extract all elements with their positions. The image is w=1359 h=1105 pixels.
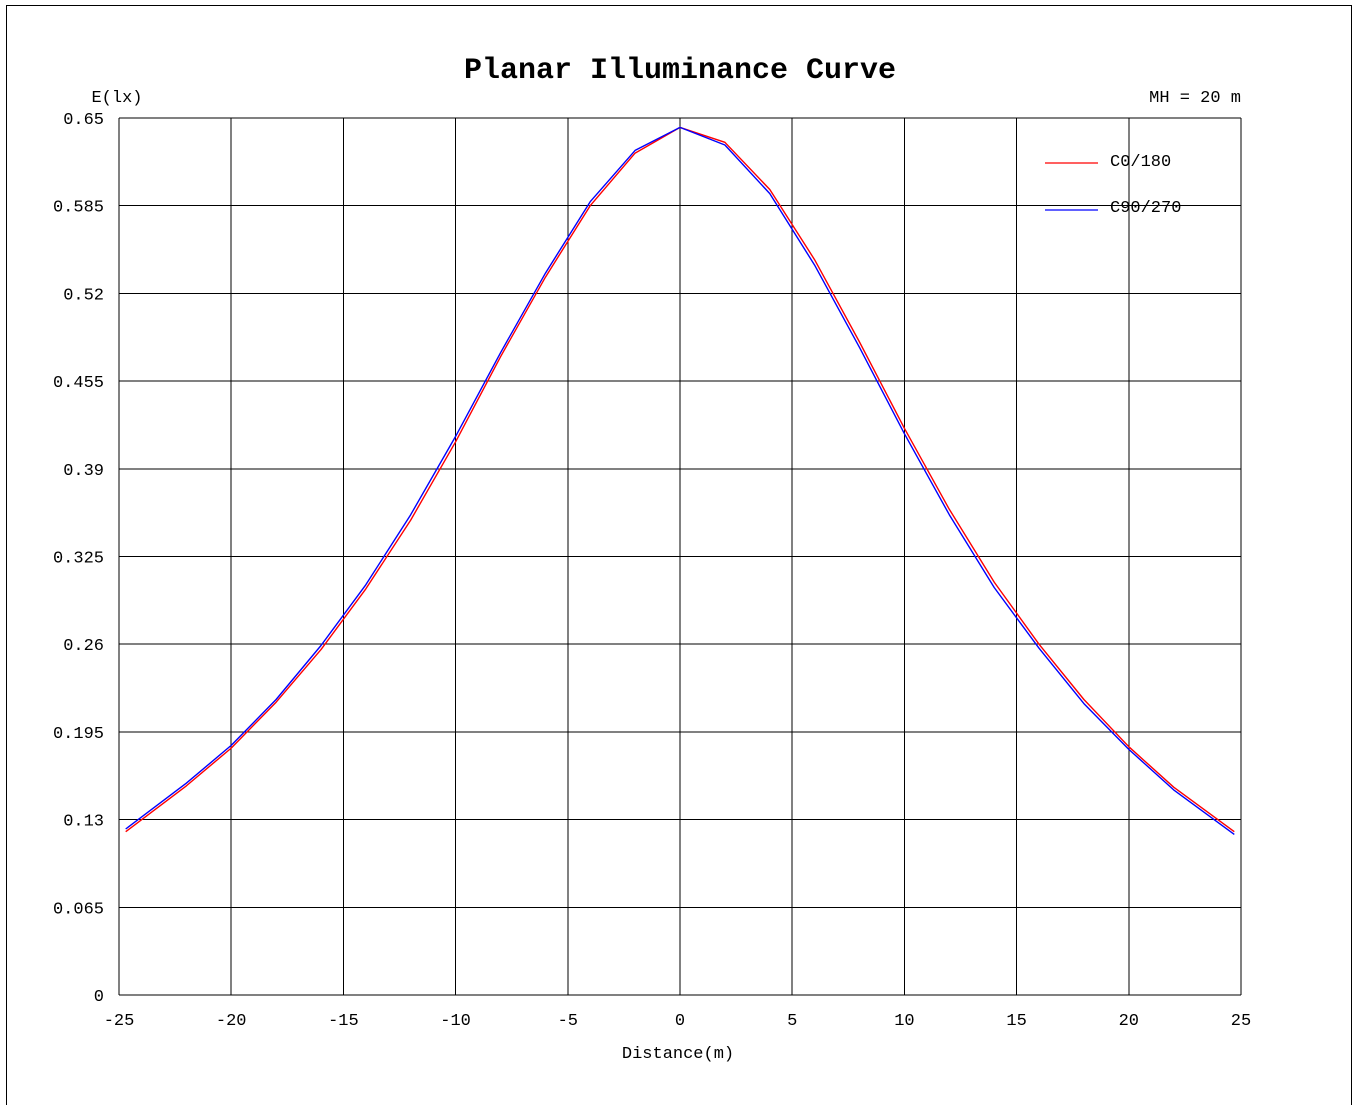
x-tick-label: -15: [328, 1012, 359, 1031]
x-tick-label: -25: [104, 1012, 135, 1031]
legend-label: C0/180: [1110, 153, 1171, 172]
tick-labels: -25 -20 -15 -10 -5 0 5 10 15 20 25 0 0.065 0.13 0.195 0…: [53, 111, 1251, 1031]
y-tick-label: 0.65: [63, 111, 104, 130]
x-axis-label: Distance(m): [622, 1045, 734, 1064]
mounting-height-annotation: MH = 20 m: [1149, 89, 1241, 108]
y-tick-label: 0.52: [63, 286, 104, 305]
series-line-c90-270: [125, 126, 1235, 835]
x-tick-label: 10: [894, 1012, 914, 1031]
y-axis-label: E(lx): [91, 89, 142, 108]
x-tick-label: 0: [675, 1012, 685, 1031]
x-tick-label: -10: [440, 1012, 471, 1031]
y-tick-label: 0.195: [53, 725, 104, 744]
chart-frame: [6, 5, 1352, 1105]
y-tick-label: 0.39: [63, 462, 104, 481]
x-tick-label: 20: [1119, 1012, 1139, 1031]
y-tick-label: 0.13: [63, 813, 104, 832]
x-tick-label: 5: [787, 1012, 797, 1031]
x-tick-label: -5: [558, 1012, 578, 1031]
series-lines: [125, 126, 1235, 835]
legend: C0/180 C90/270: [1045, 153, 1181, 218]
y-tick-label: 0.455: [53, 374, 104, 393]
y-tick-label: 0.065: [53, 900, 104, 919]
grid: [118, 117, 1242, 996]
x-tick-label: 25: [1231, 1012, 1251, 1031]
legend-label: C90/270: [1110, 199, 1181, 218]
x-tick-label: -20: [216, 1012, 247, 1031]
y-tick-label: 0.585: [53, 199, 104, 218]
y-tick-label: 0.325: [53, 550, 104, 569]
chart-title: Planar Illuminance Curve: [464, 54, 896, 88]
y-tick-label: 0: [94, 988, 104, 1007]
y-tick-label: 0.26: [63, 637, 104, 656]
x-tick-label: 15: [1006, 1012, 1026, 1031]
